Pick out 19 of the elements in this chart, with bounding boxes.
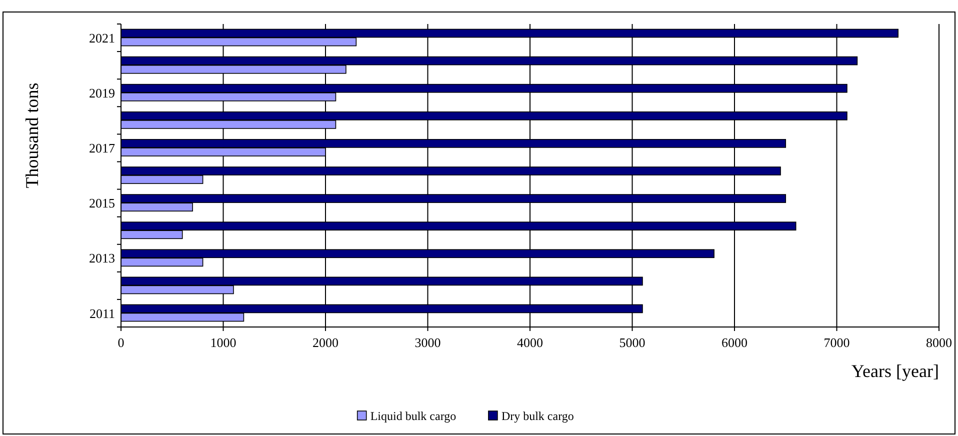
x-tick-label: 4000 [517,335,543,350]
y-tick-label: 2015 [89,196,115,211]
legend-label: Liquid bulk cargo [370,409,456,423]
y-tick-label: 2021 [89,30,115,46]
x-tick-label: 2000 [312,335,338,350]
y-tick-label: 2017 [89,140,116,156]
x-tick-label: 7000 [824,335,850,350]
x-axis-title: Years [year] [851,361,939,381]
x-tick-label: 5000 [619,335,646,350]
x-tick-label: 8000 [926,335,952,350]
y-axis-title: Thousand tons [22,82,42,188]
x-tick-label: 3000 [414,335,441,350]
x-tick-label: 0 [118,335,124,350]
legend-label: Dry bulk cargo [501,409,574,423]
x-tick-label: 1000 [210,335,236,350]
y-tick-label: 2019 [89,85,115,100]
x-tick-label: 6000 [722,335,748,350]
y-tick-label: 2011 [89,306,115,321]
y-tick-label: 2013 [89,250,115,266]
